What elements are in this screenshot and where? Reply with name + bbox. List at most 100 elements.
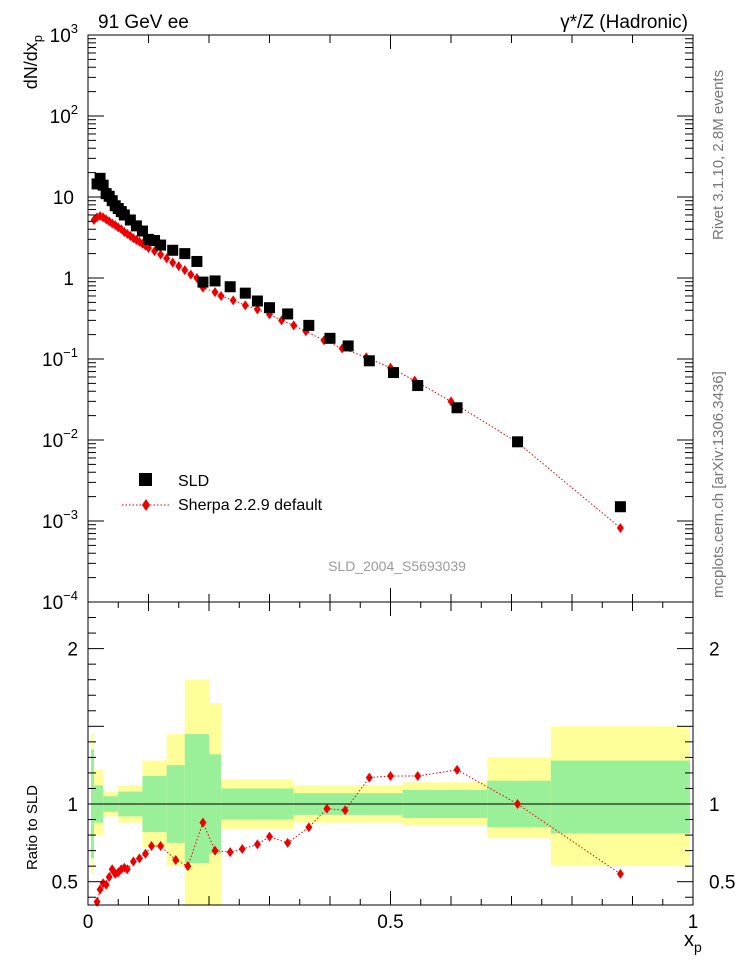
sld-point [197,276,209,288]
ratio-y-tick-label: 2 [67,640,78,661]
ratio-sherpa-point [226,847,234,858]
tick-label-exponent: −4 [63,588,78,603]
x-axis-label: xp [684,929,702,955]
sld-inner-band [184,734,209,864]
header-left: 91 GeV ee [98,12,189,33]
sld-point [149,235,161,247]
sld-point [512,436,524,448]
ratio-sherpa-point [135,853,143,864]
ratio-sherpa-point [102,879,110,890]
analysis-watermark: SLD_2004_S5693039 [328,558,466,574]
sld-point [209,275,221,287]
main-y-tick-label: 10−1 [42,345,78,371]
tick-label-base: 10 [42,431,63,452]
header-right: γ*/Z (Hadronic) [560,12,688,33]
sld-point [239,287,251,299]
tick-label-base: 10 [42,350,63,371]
ratio-sherpa-point [414,771,422,782]
ratio-sherpa-point [284,837,292,848]
ratio-sherpa-point [93,896,101,907]
ratio-y-axis-label: Ratio to SLD [24,785,41,870]
ratio-plot-panel: 0.5 0.51 12 20 0.5 1 Ratio to SLD xp [24,601,735,955]
sld-inner-band [550,760,690,834]
legend-label-sld: SLD [178,473,209,490]
sherpa-point [157,249,165,260]
main-plot-panel: SLD_2004_S5693039 10−410−310−210−1110102… [21,21,694,614]
ratio-sherpa-point [514,799,522,809]
sherpa-point [211,287,219,298]
sld-point [412,380,424,392]
ratio-y-tick-label-right: 2 [709,640,720,661]
main-y-axis-label: dN/dxp [21,35,45,89]
tick-label-base: 10 [50,107,71,128]
main-plot-frame [87,34,694,603]
sld-point [94,172,106,184]
tick-label-exponent: −1 [63,345,78,360]
legend-marker-sld [139,473,152,486]
sherpa-point [616,522,624,533]
sherpa-point [229,295,237,306]
sherpa-point [169,257,177,268]
ratio-sherpa-point [616,868,624,879]
ratio-sherpa-point [365,772,373,783]
sld-point [282,308,294,320]
tick-label-base: 10 [42,512,63,533]
sld-point [191,255,203,267]
sld-point [179,248,191,260]
ratio-sherpa-point [172,854,180,865]
sld-point [614,501,626,513]
ratio-sherpa-point [211,845,219,856]
sld-point [224,281,236,293]
main-y-tick-label: 10−3 [42,507,78,533]
ratio-sherpa-point [199,817,207,828]
ratio-sherpa-point [323,803,331,814]
ratio-sherpa-point [266,831,273,842]
ratio-sherpa-point [341,805,349,816]
sherpa-point [187,269,195,280]
x-tick-label: 0.5 [377,912,403,933]
ratio-sherpa-point [305,822,313,833]
sld-point [118,209,130,221]
sld-point [136,225,148,237]
ratio-sherpa-point [253,839,261,850]
ratio-sherpa-point [387,771,394,782]
sld-point [264,302,275,314]
legend: SLD Sherpa 2.2.9 default [122,473,323,514]
sherpa-point [181,265,189,276]
ratio-sherpa-point [184,861,192,872]
ratio-y-tick-label: 1 [67,795,78,816]
ratio-sherpa-point [238,844,246,855]
sherpa-point [290,320,298,331]
main-y-tick-label: 1 [63,269,74,290]
sherpa-point [163,253,171,264]
main-y-tick-label: 102 [50,102,78,128]
tick-label-exponent: −3 [63,507,78,522]
tick-label-exponent: 3 [71,21,78,36]
ratio-sherpa-point [148,840,156,851]
ratio-sherpa-point [123,864,131,875]
sld-point [97,179,109,191]
x-tick-label: 0 [83,912,94,933]
sld-point [363,355,375,367]
rivet-version-label: Rivet 3.1.10, 2.8M events [710,70,727,240]
sld-point [251,295,263,307]
ratio-sherpa-point [157,840,165,851]
legend-marker-sherpa [142,499,150,511]
main-y-tick-label: 103 [50,21,78,47]
ratio-sherpa-point [105,872,113,883]
sld-point [130,220,142,232]
sld-point [324,332,336,344]
sld-point [451,402,463,414]
ratio-y-tick-label-right: 0.5 [709,873,735,894]
ratio-sherpa-point [129,856,137,867]
ratio-sherpa-point [96,884,104,895]
x-tick-label: 1 [688,912,699,933]
sherpa-point [241,300,249,311]
sherpa-line [93,215,621,529]
main-y-tick-label: 10−4 [42,588,78,614]
sherpa-point [217,290,225,301]
sherpa-point [175,261,183,272]
sld-point [342,340,354,352]
sld-point [303,319,315,331]
sld-point [91,178,103,190]
